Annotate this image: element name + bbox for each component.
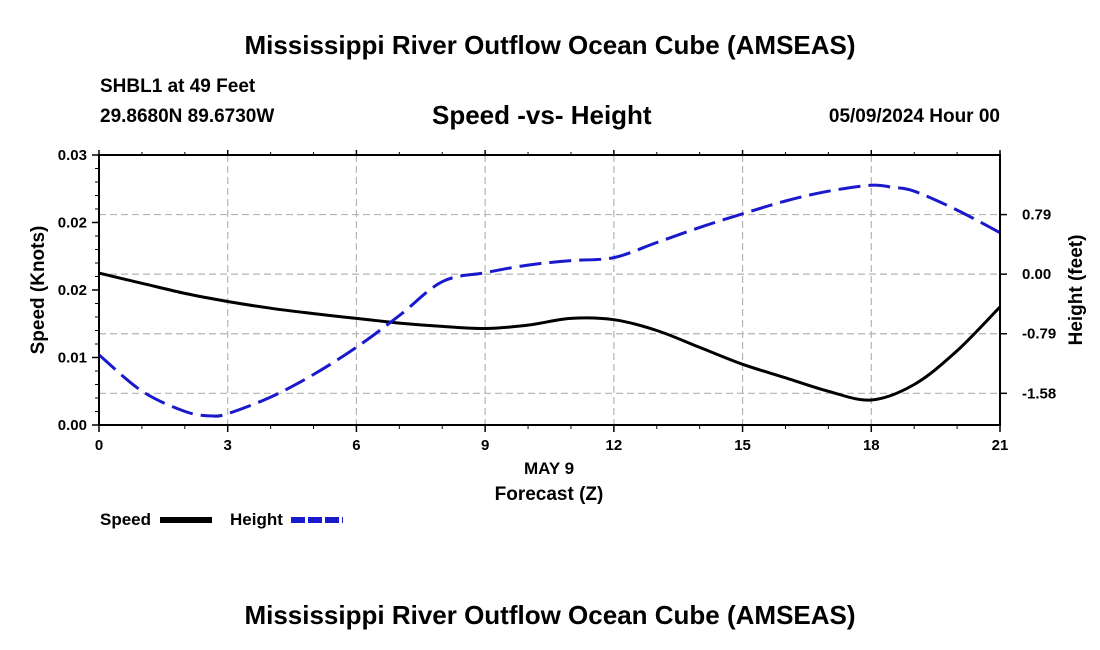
series-lines — [98, 183, 1002, 418]
axis-ticks: 0 3 6 9 12 15 18 21 0.00 0.01 0.02 0.02 0.03 -1.58 -0.… — [58, 147, 1056, 454]
grid-lines — [99, 155, 1000, 425]
legend-speed-label: Speed — [100, 510, 151, 529]
plot-frame — [98, 154, 1001, 426]
chart-subtitle: Speed -vs- Height — [432, 100, 652, 130]
station-label: SHBL1 at 49 Feet — [100, 76, 256, 97]
legend: Speed Height — [100, 510, 343, 529]
forecast-datetime: 05/09/2024 Hour 00 — [828, 106, 1000, 127]
x-tick-label: 18 — [863, 437, 880, 454]
height-series-line — [98, 183, 1001, 418]
y-tick-label: 0.01 — [58, 350, 87, 367]
y2-tick-label: 0.79 — [1022, 207, 1051, 224]
legend-height-label: Height — [230, 510, 283, 529]
y-tick-label: 0.02 — [58, 282, 87, 299]
x-tick-label: 9 — [481, 437, 489, 454]
y2-axis-label: Height (feet) — [1066, 235, 1087, 346]
x-tick-label: 6 — [352, 437, 360, 454]
footer-title: Mississippi River Outflow Ocean Cube (AM… — [244, 600, 856, 630]
x-tick-label: 12 — [606, 437, 623, 454]
y2-tick-label: 0.00 — [1022, 266, 1051, 283]
axis-labels: MAY 9 Forecast (Z) Speed (Knots) Height … — [28, 226, 1087, 505]
y2-tick-label: -0.79 — [1022, 326, 1056, 343]
x-date-label: MAY 9 — [524, 459, 574, 478]
chart-title: Mississippi River Outflow Ocean Cube (AM… — [244, 30, 856, 60]
y-tick-label: 0.02 — [58, 215, 87, 232]
y-tick-label: 0.03 — [58, 147, 87, 164]
x-tick-label: 3 — [224, 437, 232, 454]
station-coordinates: 29.8680N 89.6730W — [100, 106, 275, 127]
y2-tick-label: -1.58 — [1022, 385, 1056, 402]
x-tick-label: 21 — [992, 437, 1009, 454]
y-axis-label: Speed (Knots) — [28, 226, 49, 355]
x-tick-label: 0 — [95, 437, 103, 454]
y-tick-label: 0.00 — [58, 417, 87, 434]
speed-series-line — [98, 271, 1002, 402]
x-axis-label: Forecast (Z) — [495, 484, 604, 505]
x-tick-label: 15 — [734, 437, 751, 454]
